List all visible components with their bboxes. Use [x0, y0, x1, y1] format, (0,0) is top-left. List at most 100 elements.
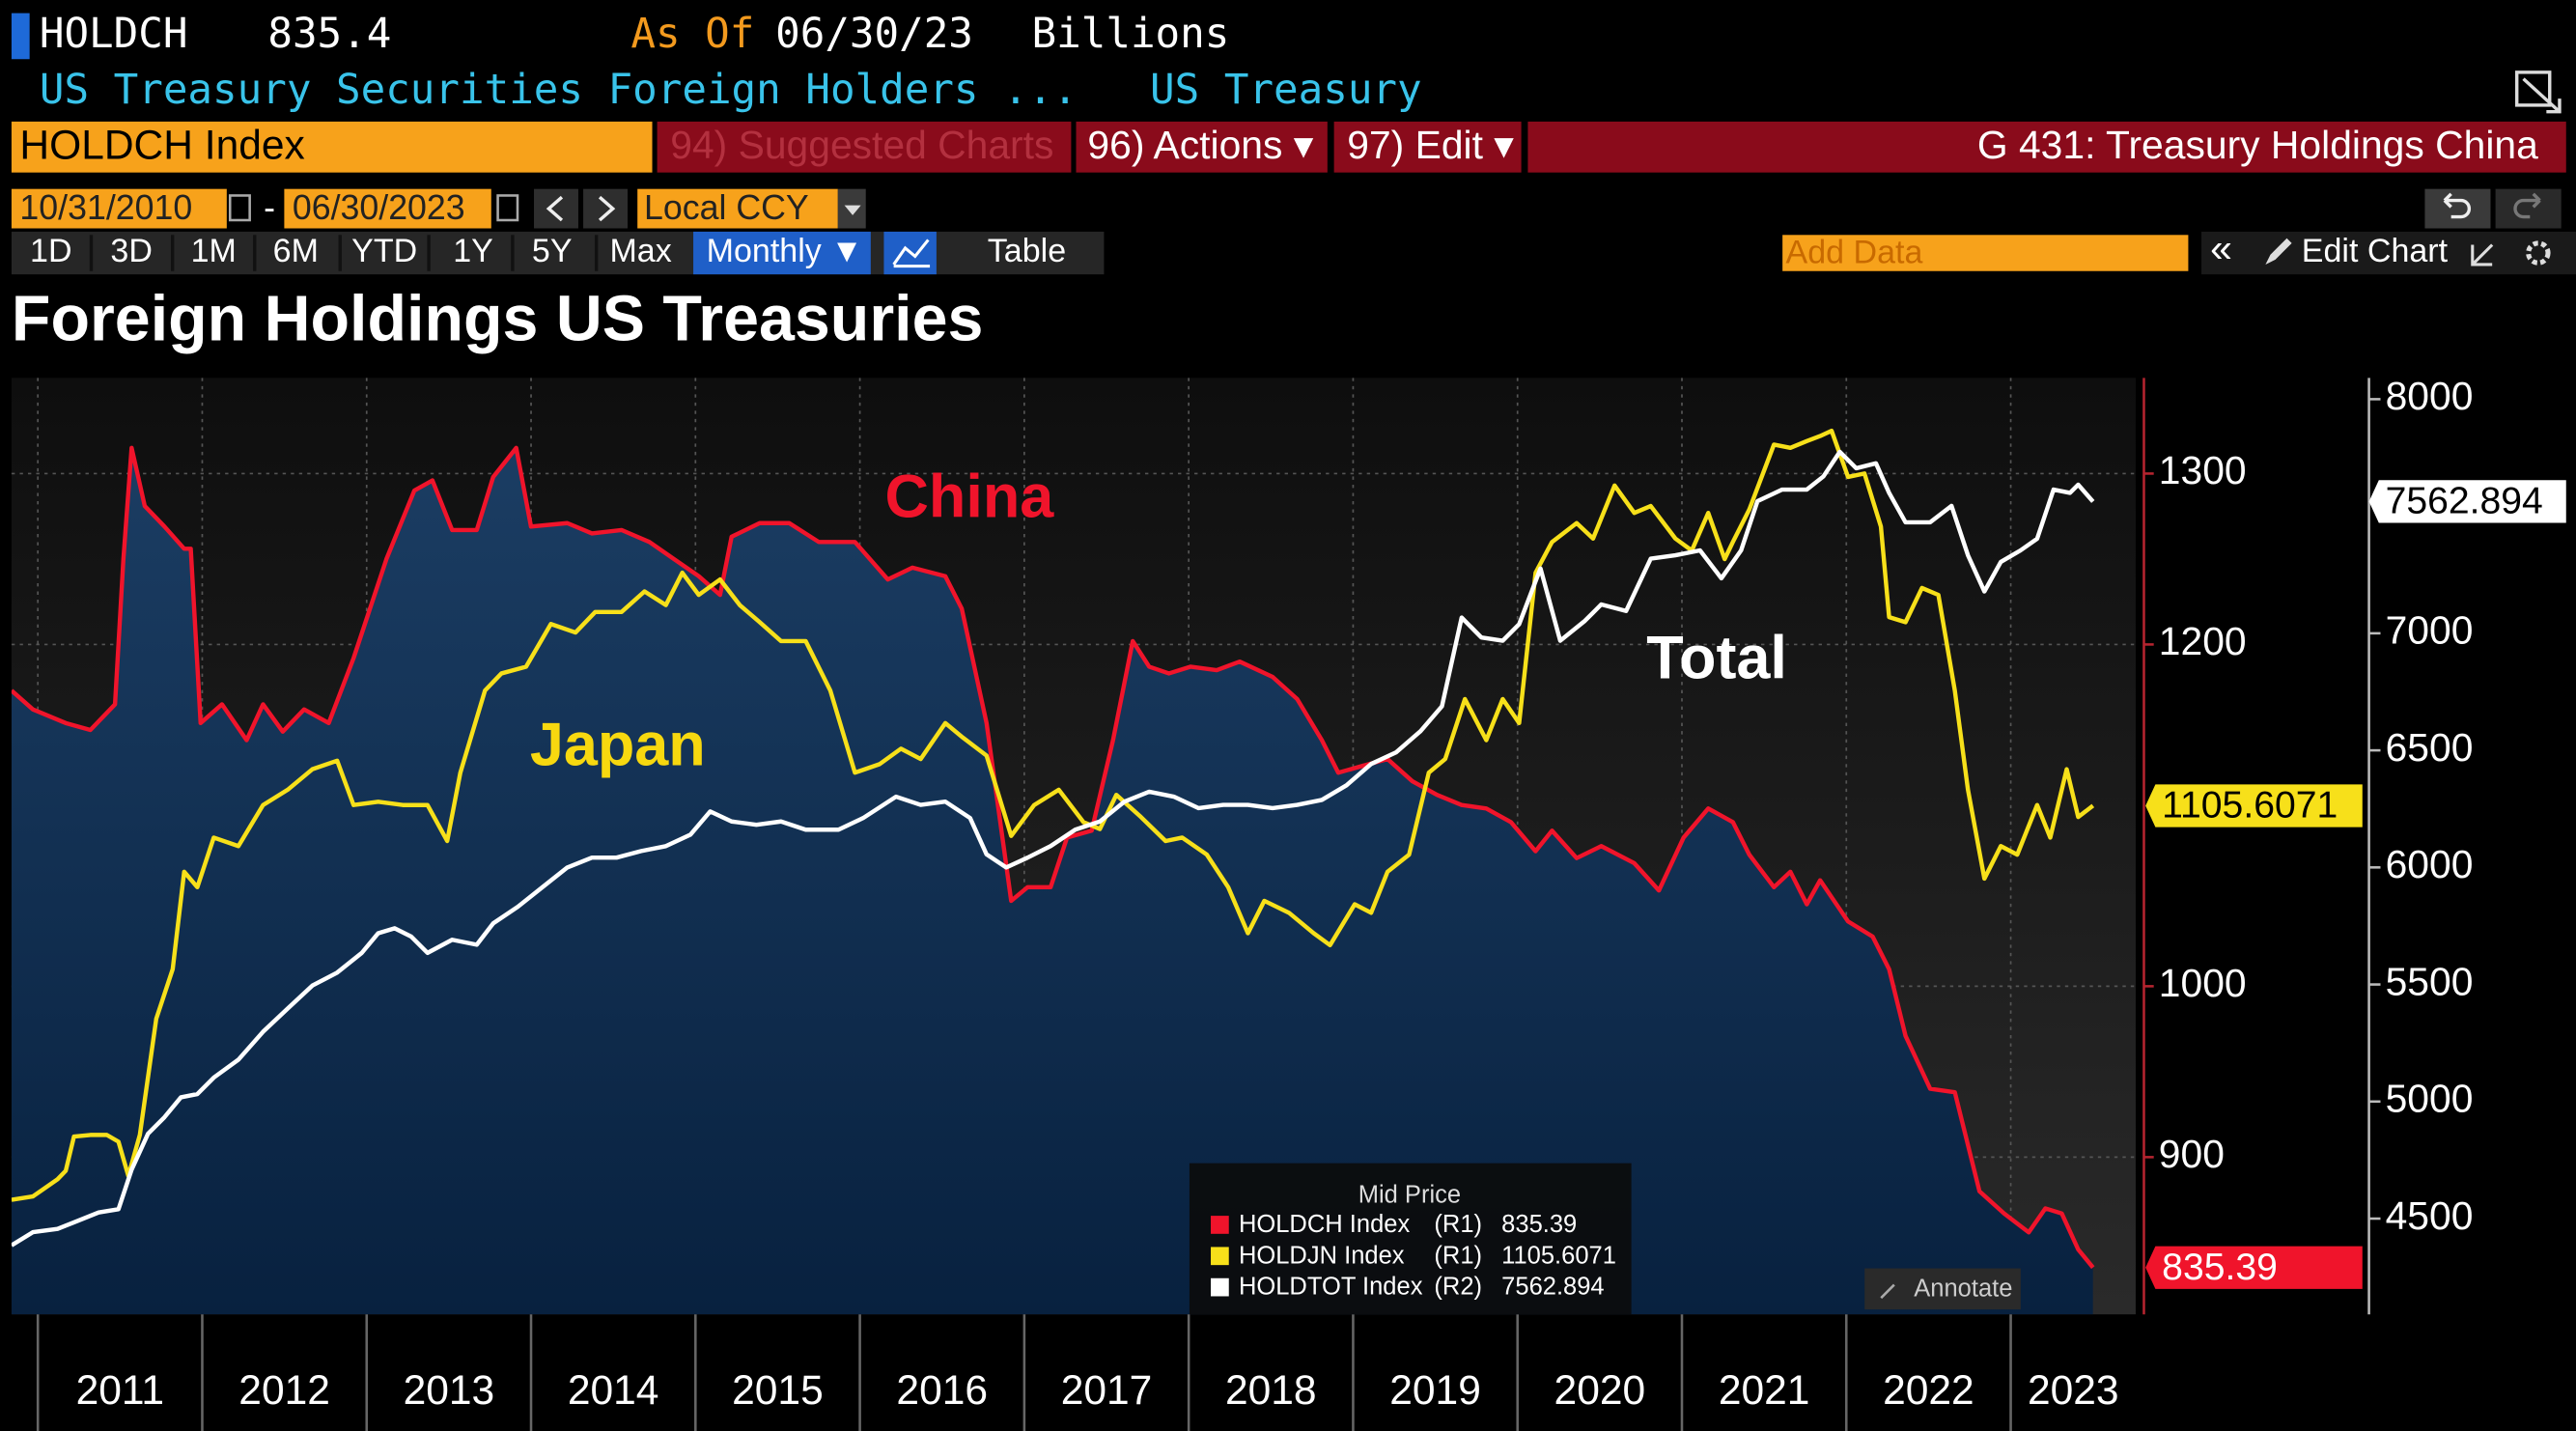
legend-swatch: [1211, 1216, 1229, 1234]
table-button[interactable]: Table: [988, 233, 1066, 269]
y2-tick-label: 6500: [2386, 725, 2474, 770]
y2-tick-label: 7000: [2386, 608, 2474, 653]
x-tick-label: 2018: [1225, 1367, 1317, 1414]
legend-value: 835.39: [1501, 1211, 1577, 1238]
last-value-box: [2145, 784, 2363, 828]
series-area: [11, 447, 2093, 1315]
range-button[interactable]: YTD: [351, 233, 417, 269]
prev-button[interactable]: [534, 188, 578, 229]
currency: Local CCY: [644, 188, 809, 227]
popout-icon[interactable]: [2515, 70, 2562, 114]
last-value-label: 7562.894: [2386, 480, 2543, 521]
legend-title: Mid Price: [1358, 1181, 1461, 1208]
end-date-box[interactable]: [284, 188, 491, 229]
next-button[interactable]: [583, 188, 628, 229]
next-icon: [598, 195, 616, 222]
units: Billions: [1032, 11, 1230, 58]
add-data: Add Data: [1786, 235, 1923, 271]
y2-tick-label: 6000: [2386, 842, 2474, 886]
x-tick-label: 2014: [568, 1367, 659, 1414]
dropdown-icon: [844, 205, 861, 215]
annotate-icon: [1880, 1283, 1895, 1300]
settings-icon[interactable]: [2526, 240, 2551, 266]
end-date: 06/30/2023: [293, 188, 465, 227]
edit: 97) Edit ▾: [1347, 123, 1514, 167]
page-title: G 431: Treasury Holdings China: [1977, 123, 2538, 167]
chart-type-icon: [892, 238, 931, 268]
calendar-icon[interactable]: [496, 194, 519, 222]
x-tick-label: 2011: [76, 1367, 164, 1414]
frequency-button[interactable]: [693, 231, 871, 275]
last-value-box: [2145, 1246, 2363, 1289]
security: HOLDCH Index: [19, 122, 304, 168]
y-tick-label: 900: [2159, 1132, 2225, 1176]
legend: [1189, 1163, 1632, 1315]
x-tick-label: 2019: [1389, 1367, 1481, 1414]
x-tick-label: 2023: [2028, 1367, 2119, 1414]
source: US Treasury: [1150, 67, 1422, 114]
x-tick-label: 2016: [896, 1367, 988, 1414]
range-button[interactable]: 5Y: [532, 233, 573, 269]
legend-value: 1105.6071: [1501, 1242, 1616, 1269]
y2-tick-label: 8000: [2386, 374, 2474, 418]
range-button[interactable]: 1D: [30, 233, 71, 269]
last-value-box: [2368, 480, 2566, 523]
prev-icon: [546, 195, 564, 222]
legend-name: HOLDTOT Index: [1239, 1274, 1423, 1301]
range-button[interactable]: Max: [609, 233, 671, 269]
series-line: [11, 449, 2095, 1248]
last-value-label: 1105.6071: [2162, 785, 2338, 827]
add-data-box[interactable]: [1782, 235, 2189, 271]
security-box[interactable]: [11, 121, 653, 173]
undo-button[interactable]: [2424, 188, 2491, 229]
legend-axis: (R1): [1434, 1211, 1482, 1238]
legend-value: 7562.894: [1501, 1274, 1604, 1301]
legend-axis: (R1): [1434, 1242, 1482, 1269]
ticker-marker: [11, 13, 30, 60]
start-date: 10/31/2010: [19, 188, 192, 227]
redo-button[interactable]: [2495, 188, 2562, 229]
date-separator: -: [264, 188, 275, 227]
annotate-label: Annotate: [1914, 1275, 2012, 1302]
range-button[interactable]: 6M: [273, 233, 319, 269]
edit-icon[interactable]: [2471, 243, 2494, 267]
ticker: HOLDCH: [40, 11, 188, 58]
redo-icon: [2513, 192, 2541, 219]
page-title-bar: [1527, 121, 2566, 173]
annotation: China: [884, 463, 1054, 531]
x-tick-label: 2017: [1061, 1367, 1153, 1414]
range-button[interactable]: 1Y: [453, 233, 493, 269]
annotation: Japan: [530, 712, 706, 779]
legend-swatch: [1211, 1277, 1229, 1297]
y-tick-label: 1200: [2159, 619, 2247, 663]
series-line: [11, 445, 2095, 1270]
x-tick-label: 2020: [1554, 1367, 1646, 1414]
collapse-button[interactable]: «: [2210, 226, 2232, 270]
x-tick-label: 2021: [1719, 1367, 1810, 1414]
edit-bar: [2201, 231, 2576, 275]
range-button[interactable]: 1M: [191, 233, 237, 269]
start-date-box[interactable]: [11, 188, 227, 229]
legend-name: HOLDCH Index: [1239, 1211, 1410, 1238]
edit-button[interactable]: [1333, 121, 1522, 173]
x-tick-label: 2013: [404, 1367, 495, 1414]
actions: 96) Actions ▾: [1087, 123, 1313, 167]
edit-chart-button[interactable]: Edit Chart: [2302, 233, 2449, 269]
last-value-label: 835.39: [2162, 1247, 2278, 1288]
calendar-icon[interactable]: [228, 194, 251, 222]
legend-name: HOLDJN Index: [1239, 1242, 1405, 1269]
suggested-button[interactable]: [657, 121, 1072, 173]
range-button[interactable]: 3D: [110, 233, 152, 269]
y-tick-label: 1300: [2159, 448, 2247, 492]
undo-icon: [2443, 192, 2471, 219]
y2-tick-label: 5000: [2386, 1077, 2474, 1121]
as-of-date: 06/30/23: [775, 11, 973, 58]
actions-button[interactable]: [1076, 121, 1328, 173]
pencil-icon: [2265, 238, 2292, 265]
suggested: 94) Suggested Charts: [670, 123, 1053, 167]
currency-box[interactable]: [637, 188, 838, 229]
chart-title: Foreign Holdings US Treasuries: [12, 284, 983, 355]
frequency: Monthly ▼: [707, 233, 863, 269]
